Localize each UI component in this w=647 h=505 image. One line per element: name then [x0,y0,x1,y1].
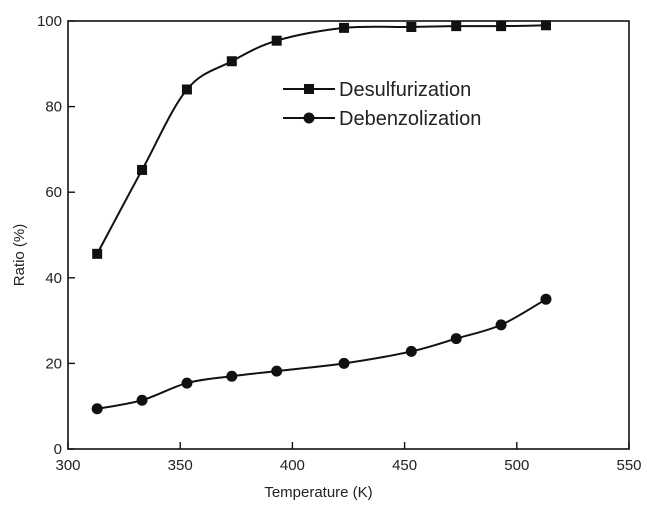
x-axis-title: Temperature (K) [264,484,372,501]
data-point-desulfurization [226,56,237,67]
legend-item-debenzolization: Debenzolization [283,108,481,130]
data-point-desulfurization [92,248,103,259]
data-point-debenzolization [91,403,103,415]
data-point-desulfurization [181,84,192,95]
y-tick-label: 0 [54,441,62,458]
legend-marker-debenzolization [303,112,315,124]
data-point-desulfurization [496,21,507,32]
data-point-debenzolization [450,333,462,345]
y-tick-label: 60 [45,184,62,201]
data-point-debenzolization [405,345,417,357]
y-tick-label: 20 [45,355,62,372]
series-line-desulfurization [96,24,546,255]
data-point-debenzolization [226,370,238,382]
x-tick-label: 300 [55,457,80,474]
data-point-debenzolization [181,377,193,389]
series-layer [91,20,552,415]
y-tick-label: 40 [45,270,62,287]
x-tick-label: 350 [168,457,193,474]
axis-ticks [67,20,630,450]
legend-label-desulfurization: Desulfurization [339,79,471,101]
legend-label-debenzolization: Debenzolization [339,108,481,130]
y-tick-label: 80 [45,99,62,116]
data-point-debenzolization [540,293,552,305]
data-point-desulfurization [137,164,148,175]
series-desulfurization [92,20,551,259]
data-point-debenzolization [495,319,507,331]
x-tick-label: 400 [280,457,305,474]
data-point-debenzolization [271,365,283,377]
y-axis-title: Ratio (%) [11,224,28,287]
data-point-debenzolization [338,357,350,369]
data-point-desulfurization [540,20,551,31]
y-tick-label: 100 [37,13,62,30]
data-point-desulfurization [451,21,462,32]
data-point-debenzolization [136,394,148,406]
legend-marker-desulfurization [304,84,314,94]
axis-tick-labels: 300 350 400 450 500 550 0 20 40 60 80 100 [37,13,642,474]
data-point-desulfurization [339,22,350,33]
series-debenzolization [91,293,552,415]
data-point-desulfurization [271,35,282,46]
x-tick-label: 550 [616,457,641,474]
legend-item-desulfurization: Desulfurization [283,79,471,101]
legend: Desulfurization Debenzolization [283,79,481,130]
x-tick-label: 450 [392,457,417,474]
plot-frame [67,20,630,450]
series-line-debenzolization [96,298,547,410]
x-tick-label: 500 [504,457,529,474]
data-point-desulfurization [406,21,417,32]
